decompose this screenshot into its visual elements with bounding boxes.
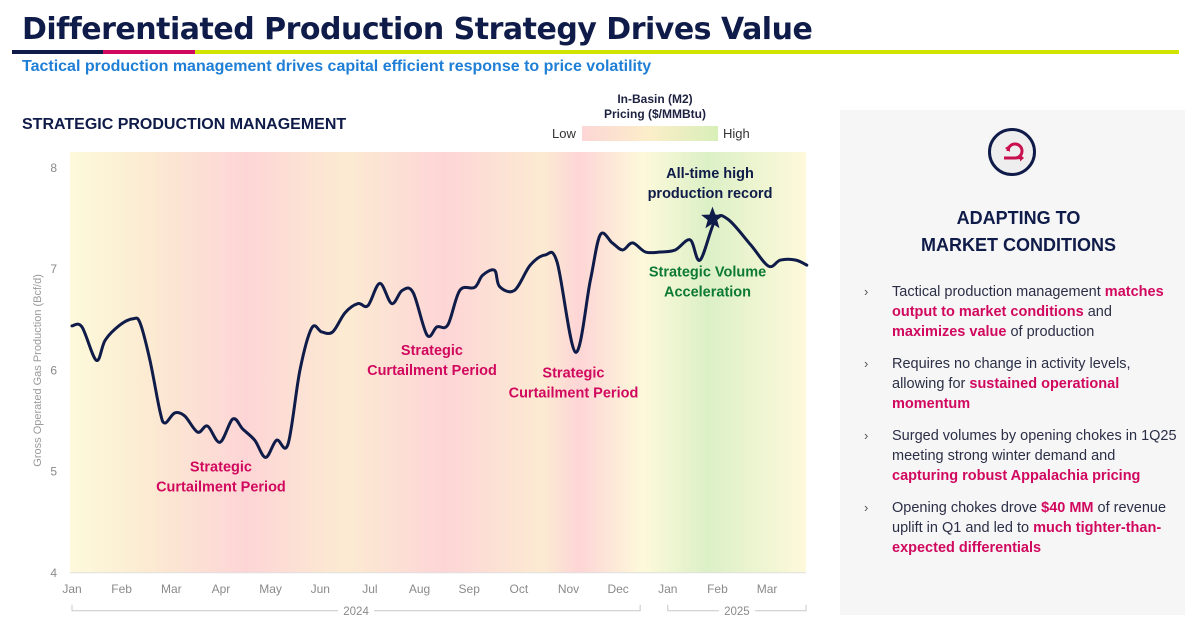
bullet-highlight-text: much tighter-than-expected differentials <box>892 520 1162 556</box>
bullet-text: Requires no change in activity levels, a… <box>892 356 1131 392</box>
x-tick-label: Feb <box>111 582 132 596</box>
adapt-cycle-arrow-icon <box>988 128 1036 176</box>
title-rule-pink <box>103 50 195 54</box>
record-star-marker <box>701 206 724 229</box>
panel-heading-line1: ADAPTING TO <box>956 208 1081 228</box>
chart-annotations: Strategic Curtailment Period Strategic Curt… <box>156 166 772 495</box>
x-tick-label: Sep <box>459 582 481 596</box>
y-tick-label: 7 <box>50 262 57 276</box>
chevron-right-icon: › <box>864 428 869 443</box>
annotation-line2: Acceleration <box>664 284 751 300</box>
panel-bullet: › Surged volumes by opening chokes in 1Q2… <box>862 426 1177 486</box>
y-tick-label: 4 <box>50 566 57 580</box>
page-subtitle: Tactical production management drives ca… <box>22 58 652 75</box>
bullet-text: of production <box>1006 324 1095 340</box>
annotation-line2: production record <box>648 186 773 202</box>
annotation-line1: Strategic <box>542 365 604 381</box>
bullet-highlight-text: matches output to market conditions <box>892 284 1164 320</box>
panel-heading-line2: MARKET CONDITIONS <box>921 235 1116 255</box>
x-tick-label: Oct <box>510 582 529 596</box>
bullet-highlight-text: $40 MM <box>1041 500 1094 516</box>
bullet-text: Surged volumes by opening chokes in 1Q25… <box>892 428 1177 464</box>
x-tick-label: Aug <box>409 582 430 596</box>
bullet-text: and <box>1083 304 1112 320</box>
annotation-line1: Strategic <box>190 460 252 476</box>
panel-bullet: › Requires no change in activity levels, … <box>862 354 1177 414</box>
title-rule-lime <box>195 50 1179 54</box>
x-axis-year-groups: 2024 2025 <box>71 604 807 618</box>
bullet-text: Opening chokes drove <box>892 500 1042 516</box>
bullet-text: of revenue uplift in Q1 and led to <box>892 500 1167 536</box>
production-line <box>70 214 809 459</box>
chevron-right-icon: › <box>864 500 869 515</box>
x-axis: Jan Feb Mar Apr May Jun Jul Aug Sep Oct Nov Dec Jan F… <box>62 582 777 596</box>
bullet-highlight-text: capturing robust Appalachia pricing <box>892 468 1141 484</box>
y-tick-label: 6 <box>50 363 57 377</box>
x-tick-label: Jan <box>658 582 677 596</box>
x-group-bracket <box>71 604 641 612</box>
title-rule-navy <box>12 50 103 54</box>
y-tick-label: 8 <box>50 161 57 175</box>
y-axis: 4 5 6 7 8 <box>50 161 57 580</box>
x-group-label: 2025 <box>724 606 750 618</box>
pricing-background-bands <box>70 152 806 573</box>
x-tick-label: Feb <box>707 582 728 596</box>
x-tick-label: Dec <box>607 582 628 596</box>
x-group-bracket <box>667 604 807 612</box>
x-tick-label: Apr <box>212 582 231 596</box>
x-tick-label: Jul <box>362 582 377 596</box>
panel-bullet: › Tactical production management matches … <box>862 282 1177 342</box>
y-axis-label: Gross Operated Gas Production (Bcf/d) <box>32 274 44 467</box>
pricing-legend-high-label: High <box>723 126 750 141</box>
x-tick-label: Nov <box>558 582 579 596</box>
annotation-line2: Curtailment Period <box>156 480 286 496</box>
panel-heading: ADAPTING TO MARKET CONDITIONS <box>840 205 1185 259</box>
x-tick-label: Jun <box>311 582 330 596</box>
panel-bullet-list: › Tactical production management matches … <box>862 282 1177 570</box>
annotation-line1: Strategic Volume <box>649 264 766 280</box>
pricing-legend-low-label: Low <box>552 126 576 141</box>
x-group-label: 2024 <box>343 606 369 618</box>
annotation-line1: Strategic <box>401 343 463 359</box>
pricing-legend-title: In-Basin (M2) Pricing ($/MMBtu) <box>575 92 735 122</box>
x-tick-label: May <box>259 582 282 596</box>
chart-title: STRATEGIC PRODUCTION MANAGEMENT <box>22 116 347 133</box>
annotation-line2: Curtailment Period <box>509 385 639 401</box>
chevron-right-icon: › <box>864 356 869 371</box>
chevron-right-icon: › <box>864 284 869 299</box>
annotation-line2: Curtailment Period <box>367 363 497 379</box>
annotation-line1: All-time high <box>666 166 754 182</box>
bullet-highlight-text: sustained operational momentum <box>892 376 1120 412</box>
x-tick-label: Mar <box>161 582 182 596</box>
pricing-legend-title-line2: Pricing ($/MMBtu) <box>604 107 706 121</box>
bullet-text: Tactical production management <box>892 284 1105 300</box>
page-title: Differentiated Production Strategy Drive… <box>22 12 813 47</box>
y-tick-label: 5 <box>50 465 57 479</box>
x-tick-label: Mar <box>757 582 778 596</box>
pricing-legend-title-line1: In-Basin (M2) <box>617 92 693 106</box>
side-panel <box>840 110 1185 615</box>
production-chart: 4 5 6 7 8 Gross Operated Gas Production (Bcf… <box>32 152 809 618</box>
pricing-legend-gradient <box>582 126 718 141</box>
panel-bullet: › Opening chokes drove $40 MM of revenue … <box>862 498 1177 558</box>
x-tick-label: Jan <box>62 582 81 596</box>
bullet-highlight-text: maximizes value <box>892 324 1007 340</box>
